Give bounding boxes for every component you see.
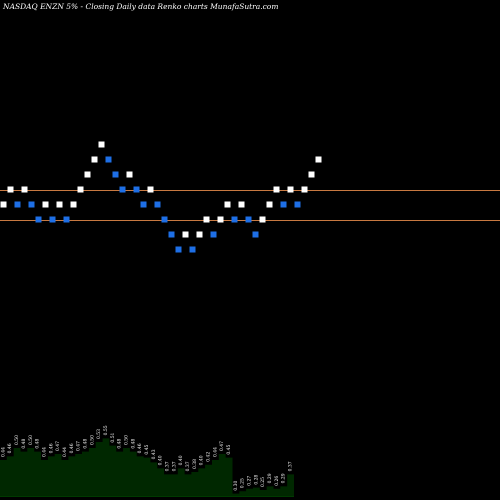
- down-brick: [14, 201, 21, 208]
- volume-value-label: 0.44: [0, 447, 6, 457]
- down-brick: [231, 216, 238, 223]
- up-brick: [147, 186, 154, 193]
- up-brick: [203, 216, 210, 223]
- volume-value-label: 0.46: [48, 443, 54, 453]
- volume-value-label: 0.50: [123, 435, 129, 445]
- volume-value-label: 0.26: [274, 476, 280, 486]
- volume-value-label: 0.27: [247, 476, 253, 486]
- up-brick: [42, 201, 49, 208]
- up-brick: [7, 186, 14, 193]
- down-brick: [49, 216, 56, 223]
- down-brick: [210, 231, 217, 238]
- down-brick: [175, 246, 182, 253]
- up-brick: [91, 156, 98, 163]
- down-brick: [280, 201, 287, 208]
- down-brick: [154, 201, 161, 208]
- volume-value-label: 0.37: [185, 461, 191, 471]
- down-brick: [140, 201, 147, 208]
- volume-value-label: 0.48: [130, 438, 136, 448]
- down-brick: [133, 186, 140, 193]
- volume-value-label: 0.48: [82, 438, 88, 448]
- down-brick: [119, 186, 126, 193]
- volume-value-label: 0.37: [288, 461, 294, 471]
- up-brick: [84, 171, 91, 178]
- volume-value-label: 0.44: [212, 447, 218, 457]
- up-brick: [259, 216, 266, 223]
- volume-value-label: 0.47: [55, 441, 61, 451]
- volume-value-label: 0.46: [137, 443, 143, 453]
- up-brick: [77, 186, 84, 193]
- volume-value-label: 0.48: [117, 438, 123, 448]
- renko-bricks: [0, 141, 322, 253]
- down-brick: [63, 216, 70, 223]
- up-brick: [315, 156, 322, 163]
- volume-value-label: 0.46: [7, 443, 13, 453]
- volume-value-label: 0.48: [21, 438, 27, 448]
- up-brick: [126, 171, 133, 178]
- down-brick: [161, 216, 168, 223]
- up-brick: [196, 231, 203, 238]
- down-brick: [294, 201, 301, 208]
- up-brick: [0, 201, 7, 208]
- up-brick: [266, 201, 273, 208]
- volume-value-label: 0.25: [260, 477, 266, 487]
- volume-value-label: 0.47: [219, 441, 225, 451]
- up-brick: [182, 231, 189, 238]
- volume-value-label: 0.46: [69, 443, 75, 453]
- up-brick: [70, 201, 77, 208]
- volume-value-label: 0.42: [206, 452, 212, 462]
- volume-panel: 0.44 0.460.50 0.48 0.50 0.480.44 0.46 0.470.44…: [0, 425, 294, 497]
- down-brick: [245, 216, 252, 223]
- volume-value-label: 0.50: [89, 435, 95, 445]
- volume-value-label: 0.40: [158, 455, 164, 465]
- volume-value-label: 0.29: [267, 473, 273, 483]
- down-brick: [35, 216, 42, 223]
- up-brick: [224, 201, 231, 208]
- volume-value-label: 0.44: [62, 447, 68, 457]
- up-brick: [217, 216, 224, 223]
- volume-value-label: 0.44: [41, 447, 47, 457]
- volume-value-label: 0.50: [28, 435, 34, 445]
- chart-title: NASDAQ ENZN 5% - Closing Daily data Renk…: [2, 2, 278, 11]
- down-brick: [28, 201, 35, 208]
- down-brick: [168, 231, 175, 238]
- up-brick: [21, 186, 28, 193]
- down-brick: [112, 171, 119, 178]
- down-brick: [105, 156, 112, 163]
- volume-value-label: 0.37: [171, 461, 177, 471]
- up-brick: [273, 186, 280, 193]
- volume-value-label: 0.40: [199, 455, 205, 465]
- volume-value-label: 0.55: [103, 425, 109, 435]
- volume-value-label: 0.53: [96, 429, 102, 439]
- volume-value-label: 0.43: [151, 449, 157, 459]
- volume-value-label: 0.38: [192, 459, 198, 469]
- volume-value-label: 0.51: [110, 432, 116, 442]
- up-brick: [56, 201, 63, 208]
- up-brick: [98, 141, 105, 148]
- volume-value-label: 0.37: [165, 461, 171, 471]
- volume-value-label: 0.25: [240, 478, 246, 488]
- up-brick: [308, 171, 315, 178]
- up-brick: [287, 186, 294, 193]
- volume-area: [0, 438, 294, 496]
- volume-value-label: 0.29: [281, 473, 287, 483]
- volume-value-label: 0.50: [14, 435, 20, 445]
- volume-value-label: 0.30: [233, 480, 239, 490]
- volume-value-label: 0.45: [144, 444, 150, 454]
- volume-value-label: 0.28: [253, 474, 259, 484]
- down-brick: [252, 231, 259, 238]
- volume-value-label: 0.45: [226, 444, 232, 454]
- up-brick: [301, 186, 308, 193]
- up-brick: [238, 201, 245, 208]
- volume-value-label: 0.48: [35, 438, 41, 448]
- down-brick: [189, 246, 196, 253]
- volume-value-label: 0.47: [76, 441, 82, 451]
- volume-value-label: 0.40: [178, 455, 184, 465]
